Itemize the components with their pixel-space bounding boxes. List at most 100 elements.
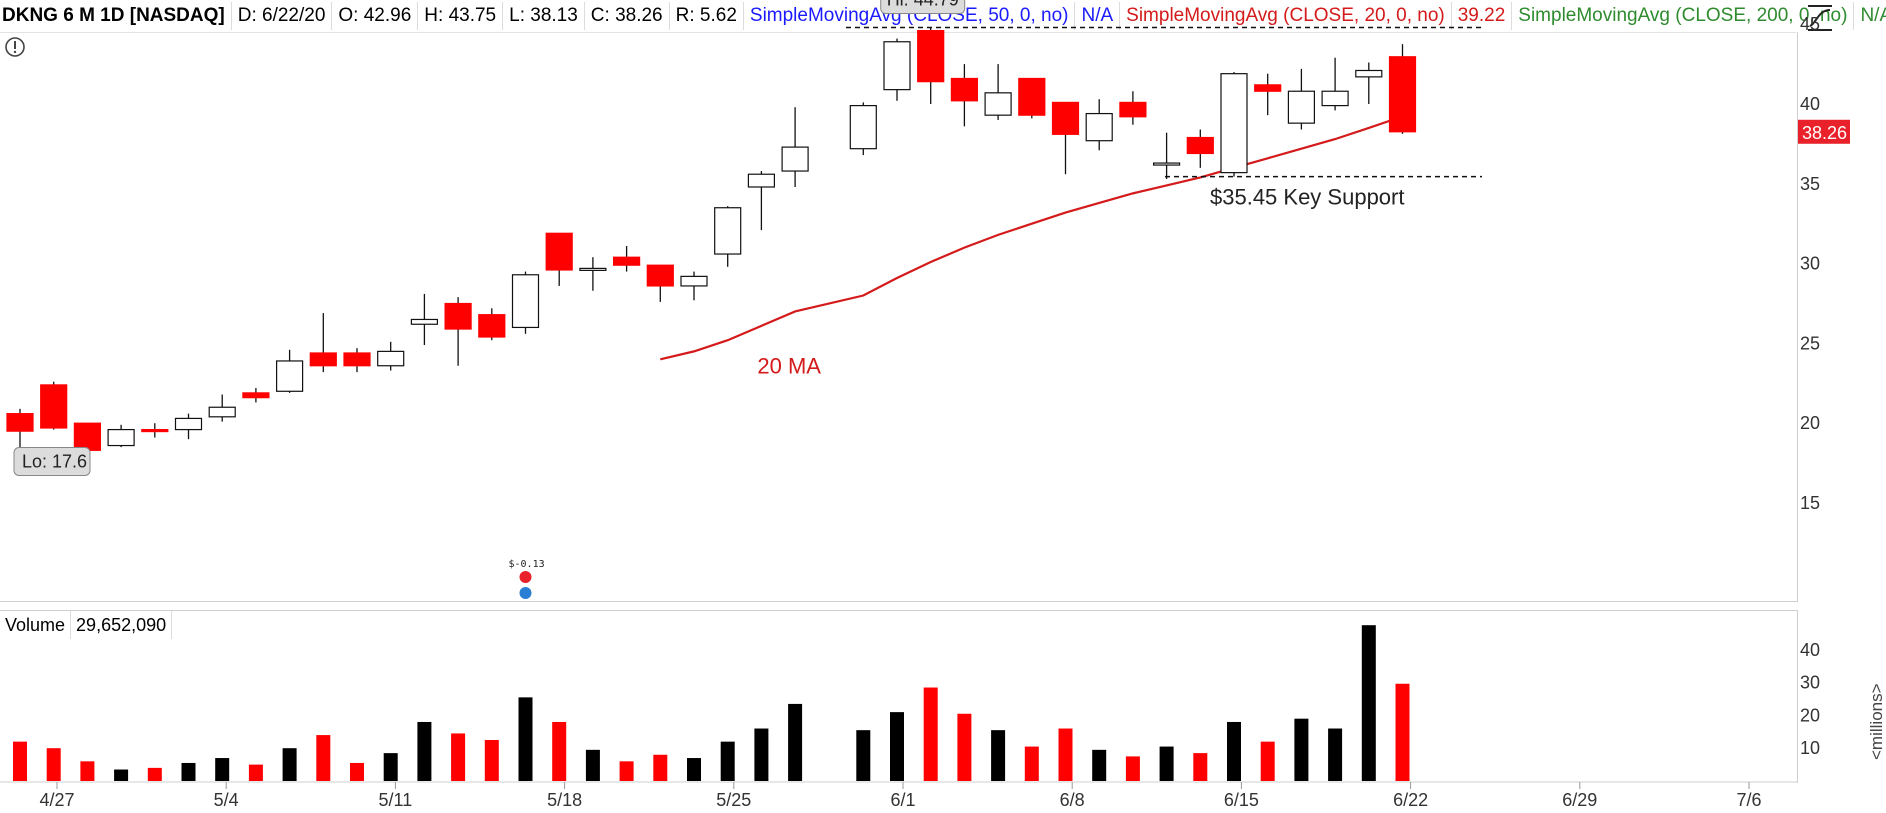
candle-body (883, 41, 911, 91)
volume-bar-4/29 (147, 767, 162, 781)
candle-body (1085, 112, 1113, 142)
candle-5/13 (478, 308, 506, 341)
price-tick-label: 40 (1800, 94, 1820, 114)
volume-header: Volume 29,652,090 (0, 611, 173, 639)
x-tick-label: 4/27 (39, 790, 74, 810)
candle-6/22 (1388, 44, 1417, 134)
candle-6/2 (950, 64, 979, 127)
volume-bar-4/24 (46, 748, 61, 781)
volume-bar-6/2 (957, 713, 972, 781)
price-tick-label: 45 (1800, 14, 1820, 34)
volume-bar-5/4 (248, 764, 263, 781)
candle-4/29 (141, 423, 169, 438)
date-readout: D: 6/22/20 (232, 2, 333, 30)
earnings-marker[interactable]: $-0.13 (509, 559, 545, 599)
volume-label: Volume (0, 611, 72, 639)
candle-body (612, 256, 641, 266)
candle-6/10 (1152, 132, 1181, 180)
earnings-icon[interactable] (519, 571, 532, 583)
price-panel[interactable] (0, 32, 1798, 602)
volume-bar-5/1 (215, 758, 230, 781)
symbol-label[interactable]: DKNG 6 M 1D [NASDAQ] (0, 2, 232, 30)
volume-bar-6/22 (1395, 683, 1410, 781)
candle-body (410, 318, 438, 325)
volume-bar-5/29 (890, 712, 904, 781)
candle-body (40, 384, 68, 429)
volume-bar-5/19 (619, 761, 634, 781)
candle-body (511, 274, 540, 329)
volume-tick-label: 30 (1800, 673, 1820, 693)
sma50-value: N/A (1075, 2, 1121, 30)
candle-body (377, 350, 405, 367)
candle-5/11 (410, 293, 438, 345)
lo-callout-box (13, 447, 91, 477)
range-readout: R: 5.62 (670, 2, 744, 30)
volume-bar-5/27 (788, 703, 803, 781)
volume-bar-5/26 (754, 728, 769, 781)
candle-5/26 (747, 171, 776, 231)
volume-bar-5/21 (687, 758, 701, 781)
annotations-layer: Hi: 44.79 Lo: 17.6 38.26 $-0.13 <million… (5, 0, 1886, 760)
candle-body (1119, 101, 1147, 118)
candle-body (646, 264, 674, 287)
sma200-study-label[interactable]: SimpleMovingAvg (CLOSE, 200, 0, no) (1512, 2, 1855, 30)
volume-bar-6/8 (1092, 749, 1107, 781)
volume-bar-6/10 (1159, 746, 1174, 781)
candle-4/28 (107, 424, 135, 448)
x-tick-label: 6/22 (1393, 790, 1428, 810)
candle-body (1388, 56, 1417, 133)
volume-bar-6/16 (1294, 718, 1309, 781)
hi-callout: Hi: 44.79 (880, 0, 966, 15)
candle-5/28 (849, 102, 877, 156)
volume-bar-4/30 (181, 762, 196, 781)
volume-bar-5/22 (720, 741, 735, 781)
price-tick-label: 25 (1800, 333, 1820, 353)
study-header: DKNG 6 M 1D [NASDAQ] D: 6/22/20 O: 42.96… (0, 0, 1886, 33)
candle-body (276, 360, 304, 392)
support-annotation: $35.45 Key Support (1210, 185, 1404, 210)
candle-body (950, 77, 979, 102)
alert-icon[interactable] (5, 37, 25, 57)
volume-tick-label: 20 (1800, 705, 1820, 725)
candle-body (545, 232, 573, 271)
axes-layer: 15 20 25 30 35 40 45 10 20 30 40 4/27 5/4 5/11 5/18 5/2… (0, 14, 1820, 810)
candle-body (73, 422, 102, 451)
high-readout: H: 43.75 (418, 2, 504, 30)
candle-6/9 (1119, 91, 1147, 125)
candle-body (141, 428, 169, 433)
drawing-tool-icon[interactable] (1806, 2, 1838, 34)
candle-5/29 (883, 38, 911, 101)
price-tick-label: 30 (1800, 254, 1820, 274)
volume-bar-5/5 (282, 748, 297, 781)
hi-callout-text: Hi: 44.79 (887, 0, 959, 10)
candle-body (242, 392, 270, 399)
sma20-line (660, 115, 1403, 361)
low-readout: L: 38.13 (503, 2, 585, 30)
volume-panel[interactable] (0, 610, 1798, 783)
candle-6/8 (1085, 99, 1113, 151)
info-icon[interactable] (519, 587, 532, 599)
earnings-value: $-0.13 (509, 559, 545, 570)
candle-5/27 (781, 107, 809, 187)
candle-body (1287, 90, 1316, 124)
volume-bar-5/20 (653, 754, 668, 781)
x-tick-label: 5/4 (214, 790, 239, 810)
volume-bar-5/12 (451, 733, 466, 781)
volume-bar-4/23 (13, 741, 27, 781)
candle-body (1152, 162, 1181, 166)
candle-6/16 (1287, 68, 1316, 130)
volume-bar-6/15 (1260, 741, 1275, 781)
sma50-study-label[interactable]: SimpleMovingAvg (CLOSE, 50, 0, no) (744, 2, 1076, 30)
x-tick-label: 5/25 (716, 790, 751, 810)
candle-body (1321, 90, 1349, 107)
price-tick-label: 15 (1800, 493, 1820, 513)
volume-bar-6/4 (1024, 746, 1039, 781)
sma20-study-label[interactable]: SimpleMovingAvg (CLOSE, 20, 0, no) (1120, 2, 1452, 30)
candle-body (444, 302, 472, 330)
x-tick-label: 5/18 (547, 790, 582, 810)
candle-5/15 (545, 232, 573, 286)
x-tick-label: 6/1 (890, 790, 915, 810)
candle-4/24 (40, 381, 68, 430)
volume-bar-5/7 (350, 762, 364, 781)
